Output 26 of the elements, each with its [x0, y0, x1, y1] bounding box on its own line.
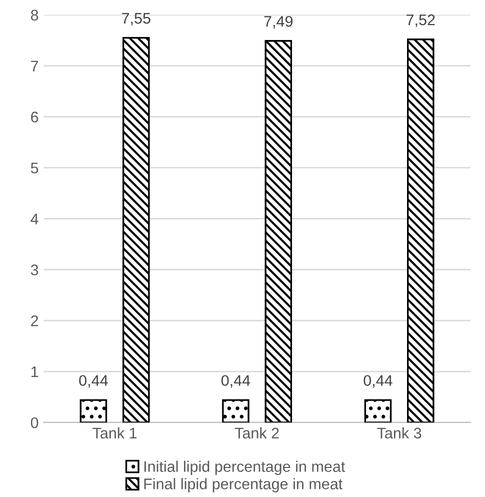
bar: [407, 38, 434, 422]
data-label: 0,44: [364, 375, 392, 388]
y-tick-label: 5: [30, 162, 38, 174]
bar: [122, 37, 150, 422]
legend-label: Final lipid percentage in meat: [144, 478, 343, 492]
y-tick-label: 0: [30, 417, 38, 428]
x-tick-label: Tank 1: [92, 427, 137, 439]
data-label: 7,55: [122, 13, 150, 26]
bar: [264, 40, 292, 422]
y-tick-label: 3: [30, 264, 38, 276]
bar: [80, 399, 108, 422]
y-tick-label: 8: [30, 10, 38, 21]
x-tick-label: Tank 2: [234, 427, 279, 439]
bar: [364, 399, 392, 422]
bar: [222, 399, 250, 422]
y-tick-label: 2: [31, 315, 38, 326]
y-tick-label: 4: [30, 214, 38, 224]
y-tick-label: 7: [31, 60, 38, 72]
data-label: 0,44: [221, 375, 250, 388]
legend-label: Initial lipid percentage in meat: [144, 460, 346, 475]
y-tick-label: 1: [31, 366, 38, 378]
data-label: 7,52: [406, 14, 435, 28]
y-tick-label: 6: [31, 112, 38, 122]
data-label: 7,49: [264, 16, 293, 29]
x-tick-label: Tank 3: [377, 427, 422, 439]
data-label: 0,44: [79, 375, 108, 388]
